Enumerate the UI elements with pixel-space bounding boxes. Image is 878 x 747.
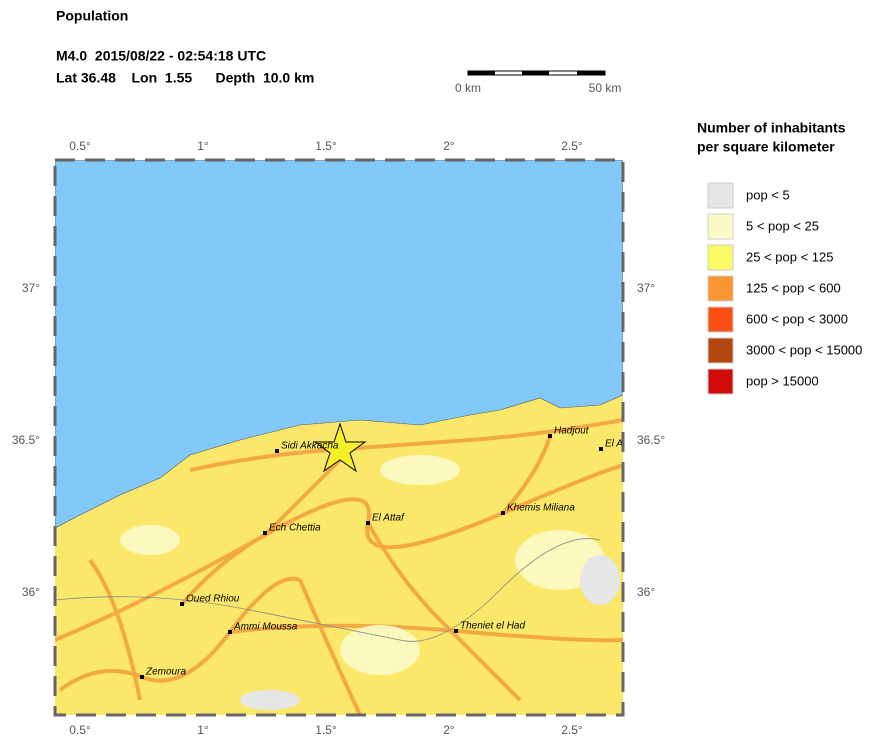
epicenter (313, 422, 367, 473)
city-marker (366, 521, 370, 525)
legend-label: 600 < pop < 3000 (746, 311, 848, 326)
city-marker (599, 447, 603, 451)
legend-label: pop < 5 (746, 187, 790, 202)
city-label: Hadjout (554, 426, 590, 437)
city-label: Ammi Moussa (233, 622, 298, 633)
title: Population (56, 8, 128, 24)
scale-end: 50 km (589, 81, 622, 95)
legend-label: 25 < pop < 125 (746, 249, 833, 264)
city-marker (228, 630, 232, 634)
legend-label: 3000 < pop < 15000 (746, 342, 862, 357)
empty-areas (240, 555, 620, 710)
scale-bar: 0 km 50 km (455, 70, 622, 95)
lon-tick-bottom: 2.5° (561, 723, 583, 737)
lon-tick-top: 2° (443, 139, 455, 153)
lat-tick-right: 37° (637, 281, 655, 295)
legend-title: Number of inhabitants (697, 120, 846, 136)
city-label: El Attaf (372, 513, 405, 524)
city-marker (548, 434, 552, 438)
lon-tick-bottom: 2° (443, 723, 455, 737)
lat-tick-right: 36° (637, 585, 655, 599)
legend-swatch (707, 306, 734, 333)
legend-swatch (707, 182, 734, 209)
city-marker (454, 629, 458, 633)
city-marker (180, 602, 184, 606)
legend: Number of inhabitants per square kilomete… (697, 120, 862, 395)
lon-tick-top: 1° (197, 139, 209, 153)
lat-tick-left: 36° (22, 585, 40, 599)
city-label: Zemoura (145, 667, 186, 678)
city-marker (275, 449, 279, 453)
legend-swatch (707, 213, 734, 240)
sea (55, 160, 623, 529)
scale-start: 0 km (455, 81, 481, 95)
lon-tick-bottom: 0.5° (69, 723, 91, 737)
city-label: El A (605, 439, 623, 450)
legend-label: pop > 15000 (746, 373, 819, 388)
lon-tick-bottom: 1° (197, 723, 209, 737)
city-marker (140, 675, 144, 679)
lon-tick-top: 1.5° (315, 139, 337, 153)
city-marker (501, 511, 505, 515)
event-info: M4.0 2015/08/22 - 02:54:18 UTC (56, 48, 266, 64)
legend-swatch (707, 337, 734, 364)
city-label: Ech Chettia (269, 523, 321, 534)
legend-label: 5 < pop < 25 (746, 218, 819, 233)
lat-tick-left: 36.5° (12, 433, 40, 447)
city-label: Oued Rhiou (186, 594, 240, 605)
lon-tick-bottom: 1.5° (315, 723, 337, 737)
lon-tick-top: 0.5° (69, 139, 91, 153)
boundary (55, 538, 601, 642)
lon-tick-top: 2.5° (561, 139, 583, 153)
map: Sidi Akkacha El Attaf Hadjout El A Khemis Mi… (55, 160, 623, 715)
map-frame (53, 158, 625, 717)
city-label: Theniet el Had (460, 621, 525, 632)
city-marker (263, 531, 267, 535)
legend-swatch (707, 368, 734, 395)
lat-tick-right: 36.5° (637, 433, 665, 447)
legend-swatch (707, 244, 734, 271)
city-label: Khemis Miliana (507, 503, 575, 514)
legend-swatch (707, 275, 734, 302)
legend-title: per square kilometer (697, 139, 835, 155)
lat-tick-left: 37° (22, 281, 40, 295)
location-info: Lat 36.48 Lon 1.55 Depth 10.0 km (56, 70, 314, 86)
city-label: Sidi Akkacha (281, 441, 339, 452)
legend-label: 125 < pop < 600 (746, 280, 841, 295)
